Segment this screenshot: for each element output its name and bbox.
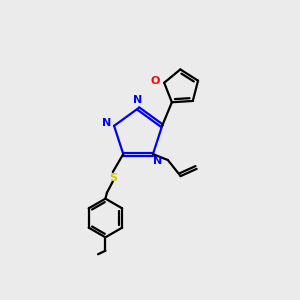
Text: S: S xyxy=(109,173,117,184)
Text: N: N xyxy=(101,118,111,128)
Text: N: N xyxy=(134,95,143,105)
Text: N: N xyxy=(153,156,163,166)
Text: O: O xyxy=(151,76,160,85)
